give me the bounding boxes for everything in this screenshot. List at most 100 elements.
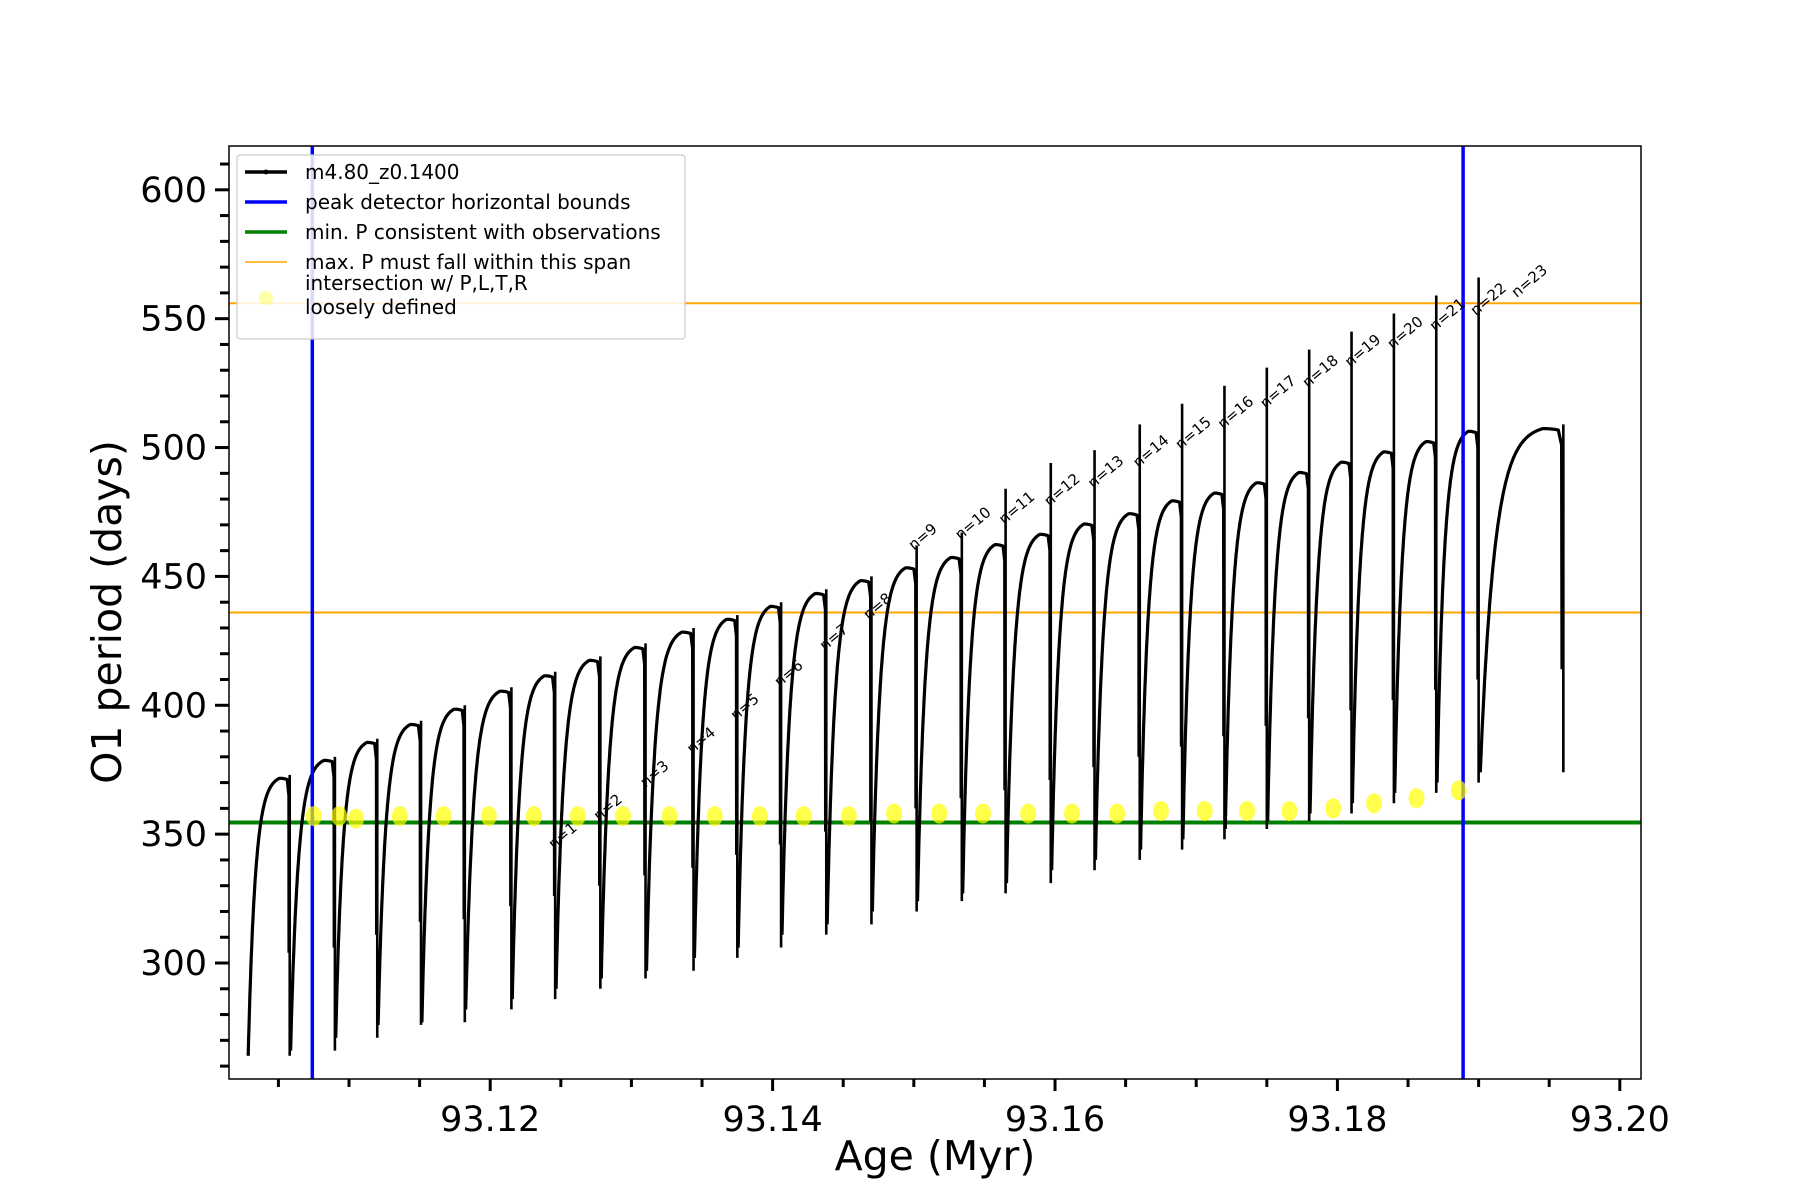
pulse-curve-29 (1478, 427, 1564, 773)
annotation-label: n=12 (1040, 470, 1083, 510)
intersection-point (1366, 793, 1383, 814)
pulse-curve-16 (915, 555, 963, 902)
axis-ticks: 93.12 93.14 93.16 93.18 93.20 300 350 400 450 500… (140, 162, 1670, 1140)
pulse-curve-21 (1139, 499, 1183, 850)
intersection-point (1109, 803, 1126, 824)
pulse-curve-11 (692, 617, 739, 958)
y-tick-label: 450 (140, 557, 207, 597)
pulse-curve-1 (246, 776, 291, 1056)
legend-label: max. P must fall within this span (305, 250, 631, 274)
intersection-point (1196, 800, 1213, 821)
intersection-point (1281, 800, 1298, 821)
intersection-point (886, 803, 903, 824)
intersection-point (614, 806, 631, 827)
annotation-layer: n=1n=2n=3n=4n=5n=6n=7n=8n=9 n=10 n=11 n=12 n… (545, 261, 1551, 853)
pulse-curve-7 (510, 674, 557, 1000)
intersection-point (569, 806, 586, 827)
legend-label: intersection w/ P,L,T,R (305, 271, 528, 295)
x-tick-label: 93.16 (1005, 1100, 1105, 1140)
pulse-curve-20 (1093, 512, 1141, 860)
intersection-point (751, 806, 768, 827)
pulse-curve-24 (1266, 470, 1311, 822)
pulse-curve-22 (1181, 491, 1226, 840)
annotation-label: n=23 (1508, 261, 1551, 301)
pulse-curve-18 (1004, 532, 1052, 884)
pulse-curve-17 (961, 543, 1007, 894)
intersection-point (435, 806, 452, 827)
intersection-point (348, 808, 365, 829)
pulse-curve-5 (420, 707, 466, 1023)
pulse-curve-13 (780, 591, 828, 935)
y-tick-label: 400 (140, 686, 207, 726)
y-tick-label: 550 (140, 300, 207, 340)
intersection-point (1063, 803, 1080, 824)
annotation-label: n=18 (1299, 351, 1342, 391)
intersection-point (391, 806, 408, 827)
intersection-point (525, 806, 542, 827)
pulse-curve-10 (644, 630, 695, 971)
horizontal-lines (229, 302, 1641, 825)
pulse-curve-8 (554, 658, 602, 989)
pulse-curve-3 (334, 740, 379, 1038)
x-tick-label: 93.20 (1570, 1100, 1670, 1140)
pulse-curve-23 (1223, 481, 1268, 830)
legend-label: m4.80_z0.1400 (305, 160, 460, 184)
series-layer (246, 277, 1565, 1056)
intersection-point (1020, 803, 1037, 824)
annotation-label: n=10 (951, 503, 994, 543)
intersection-point (305, 806, 322, 827)
annotation-label: n=7 (816, 620, 852, 654)
y-axis-label: O1 period (days) (83, 440, 131, 784)
annotation-label: n=6 (771, 656, 807, 690)
y-tick-label: 350 (140, 815, 207, 855)
annotation-label: n=19 (1341, 330, 1384, 370)
pulse-curve-27 (1393, 440, 1438, 793)
pulse-curve-4 (376, 722, 422, 1025)
pulse-curve-9 (599, 645, 647, 979)
intersection-point (1152, 800, 1169, 821)
intersection-point (706, 806, 723, 827)
intersection-layer (305, 780, 1467, 829)
annotation-label: n=16 (1214, 392, 1257, 432)
intersection-point (480, 806, 497, 827)
y-tick-label: 500 (140, 429, 207, 469)
pulse-curve-14 (825, 579, 873, 925)
intersection-point (331, 806, 348, 827)
intersection-point (840, 806, 857, 827)
y-tick-label: 600 (140, 171, 207, 211)
pulse-curve-28 (1435, 429, 1480, 783)
y-tick-label: 300 (140, 944, 207, 984)
intersection-point (661, 806, 678, 827)
x-tick-label: 93.14 (723, 1100, 823, 1140)
legend-marker (263, 169, 269, 175)
legend-box (236, 154, 686, 340)
annotation-label: n=17 (1256, 372, 1299, 412)
annotation-label: n=3 (637, 757, 673, 791)
annotation-label: n=14 (1129, 431, 1172, 471)
legend-marker (259, 291, 273, 305)
annotation-label: n=11 (995, 488, 1038, 528)
pulse-curve-6 (464, 689, 513, 1010)
annotation-label: n=13 (1084, 452, 1127, 492)
legend-label: loosely defined (305, 295, 457, 319)
pulse-curve-25 (1308, 460, 1353, 814)
plot-frame (228, 145, 1642, 1080)
intersection-point (1239, 800, 1256, 821)
x-tick-label: 93.18 (1287, 1100, 1387, 1140)
pulse-curve-26 (1350, 450, 1395, 804)
x-tick-label: 93.12 (440, 1100, 540, 1140)
intersection-point (1325, 798, 1342, 819)
intersection-point (1450, 780, 1467, 801)
intersection-point (931, 803, 948, 824)
pulse-curve-15 (870, 566, 918, 912)
legend-label: peak detector horizontal bounds (305, 190, 631, 214)
pulse-curve-19 (1050, 522, 1096, 871)
annotation-label: n=20 (1383, 312, 1426, 352)
annotation-label: n=22 (1467, 279, 1510, 319)
intersection-point (1408, 788, 1425, 809)
intersection-point (975, 803, 992, 824)
legend-label: min. P consistent with observations (305, 220, 661, 244)
pulse-curve-12 (736, 604, 782, 948)
